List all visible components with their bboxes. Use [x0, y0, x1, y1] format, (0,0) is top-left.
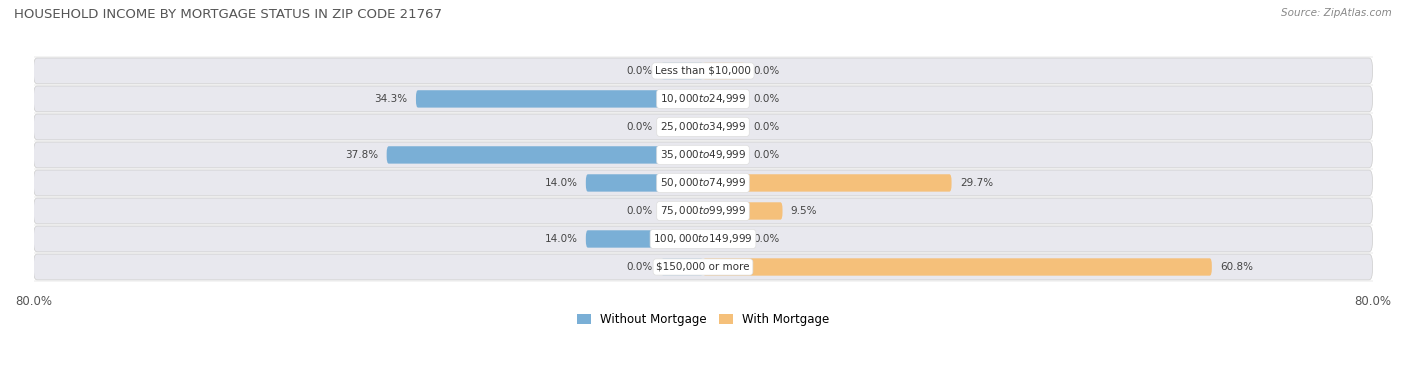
FancyBboxPatch shape [661, 62, 703, 80]
Text: 0.0%: 0.0% [754, 66, 779, 76]
FancyBboxPatch shape [661, 118, 703, 136]
FancyBboxPatch shape [34, 254, 1372, 280]
FancyBboxPatch shape [703, 202, 783, 220]
Text: 14.0%: 14.0% [544, 234, 578, 244]
FancyBboxPatch shape [34, 86, 1372, 112]
FancyBboxPatch shape [416, 90, 703, 107]
Text: 60.8%: 60.8% [1220, 262, 1253, 272]
FancyBboxPatch shape [703, 118, 745, 136]
Text: $75,000 to $99,999: $75,000 to $99,999 [659, 204, 747, 218]
Text: 37.8%: 37.8% [344, 150, 378, 160]
FancyBboxPatch shape [703, 146, 745, 164]
FancyBboxPatch shape [34, 170, 1372, 196]
Text: $35,000 to $49,999: $35,000 to $49,999 [659, 149, 747, 161]
Text: 9.5%: 9.5% [790, 206, 817, 216]
Text: $50,000 to $74,999: $50,000 to $74,999 [659, 176, 747, 190]
Text: 0.0%: 0.0% [754, 94, 779, 104]
FancyBboxPatch shape [34, 58, 1372, 84]
FancyBboxPatch shape [34, 142, 1372, 168]
Text: $150,000 or more: $150,000 or more [657, 262, 749, 272]
Text: 34.3%: 34.3% [374, 94, 408, 104]
Text: 0.0%: 0.0% [627, 66, 652, 76]
FancyBboxPatch shape [586, 230, 703, 248]
Text: 0.0%: 0.0% [627, 206, 652, 216]
FancyBboxPatch shape [661, 258, 703, 276]
FancyBboxPatch shape [703, 90, 745, 107]
FancyBboxPatch shape [387, 146, 703, 164]
FancyBboxPatch shape [34, 114, 1372, 140]
Text: $25,000 to $34,999: $25,000 to $34,999 [659, 120, 747, 133]
FancyBboxPatch shape [661, 202, 703, 220]
Text: HOUSEHOLD INCOME BY MORTGAGE STATUS IN ZIP CODE 21767: HOUSEHOLD INCOME BY MORTGAGE STATUS IN Z… [14, 8, 441, 20]
FancyBboxPatch shape [34, 226, 1372, 252]
Legend: Without Mortgage, With Mortgage: Without Mortgage, With Mortgage [572, 308, 834, 330]
Text: 0.0%: 0.0% [627, 262, 652, 272]
FancyBboxPatch shape [586, 174, 703, 192]
FancyBboxPatch shape [703, 258, 1212, 276]
FancyBboxPatch shape [703, 62, 745, 80]
FancyBboxPatch shape [703, 230, 745, 248]
Text: 29.7%: 29.7% [960, 178, 993, 188]
Text: Source: ZipAtlas.com: Source: ZipAtlas.com [1281, 8, 1392, 18]
Text: $100,000 to $149,999: $100,000 to $149,999 [654, 233, 752, 245]
Text: 0.0%: 0.0% [754, 122, 779, 132]
FancyBboxPatch shape [703, 174, 952, 192]
Text: 14.0%: 14.0% [544, 178, 578, 188]
Text: $10,000 to $24,999: $10,000 to $24,999 [659, 92, 747, 106]
FancyBboxPatch shape [34, 198, 1372, 224]
Text: 0.0%: 0.0% [754, 150, 779, 160]
Text: Less than $10,000: Less than $10,000 [655, 66, 751, 76]
Text: 0.0%: 0.0% [754, 234, 779, 244]
Text: 0.0%: 0.0% [627, 122, 652, 132]
